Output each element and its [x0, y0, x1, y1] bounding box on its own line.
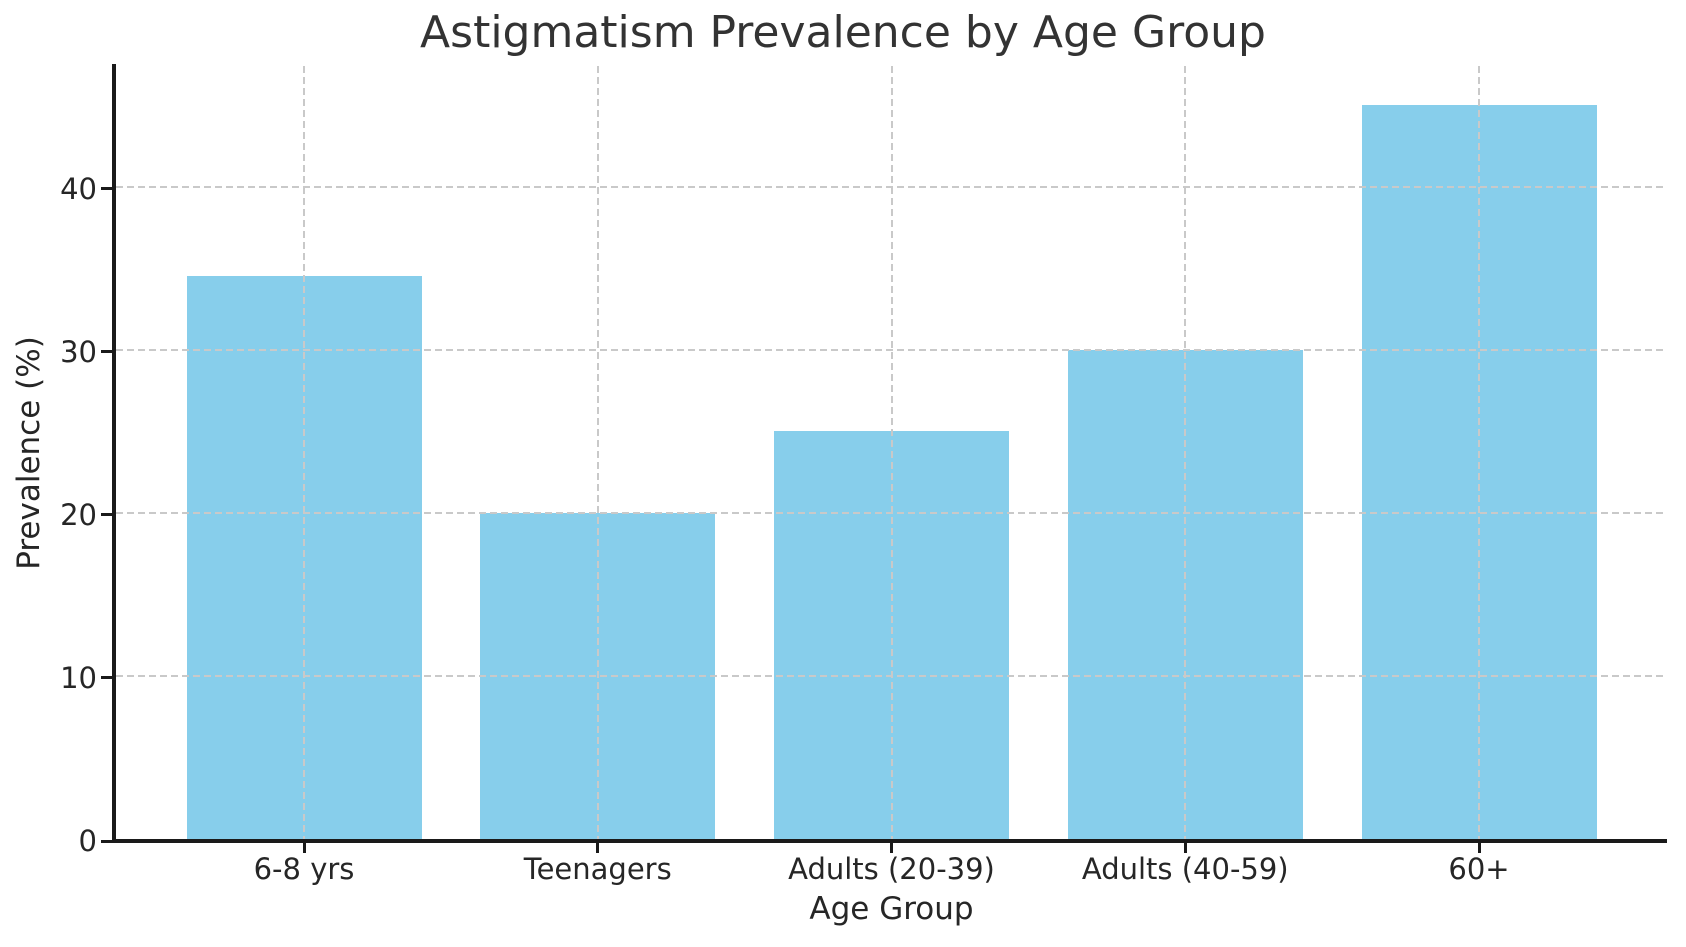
plot-area: [116, 66, 1667, 839]
x-tick-mark-3: [1183, 843, 1187, 853]
y-tick-mark-10: [101, 676, 112, 680]
x-axis-spine: [112, 839, 1667, 843]
x-tick-mark-0: [302, 843, 306, 853]
x-tick-label-4: 60+: [1448, 852, 1510, 886]
x-axis-label: Age Group: [809, 891, 974, 927]
y-axis-label: Prevalence (%): [11, 335, 48, 570]
v-gridline-0: [303, 66, 305, 839]
y-tick-label-0: 0: [78, 824, 97, 858]
x-tick-label-3: Adults (40-59): [1081, 852, 1289, 886]
x-tick-label-0: 6-8 yrs: [253, 852, 355, 886]
x-tick-mark-1: [596, 843, 600, 853]
v-gridline-4: [1478, 66, 1480, 839]
x-tick-mark-2: [890, 843, 893, 853]
x-tick-label-2: Adults (20-39): [788, 852, 995, 886]
y-tick-mark-0: [101, 839, 112, 843]
v-gridline-3: [1184, 66, 1187, 839]
y-tick-label-20: 20: [60, 497, 97, 532]
v-gridline-1: [596, 66, 599, 839]
y-tick-mark-30: [101, 350, 112, 354]
y-tick-mark-20: [101, 513, 112, 517]
y-tick-label-30: 30: [60, 334, 97, 369]
x-tick-mark-4: [1477, 843, 1481, 853]
y-axis-spine: [112, 64, 116, 843]
chart-title: Astigmatism Prevalence by Age Group: [420, 7, 1266, 58]
y-tick-label-40: 40: [60, 171, 97, 206]
v-gridline-2: [890, 66, 893, 839]
y-tick-mark-40: [101, 187, 112, 191]
y-tick-label-10: 10: [60, 660, 97, 695]
x-tick-label-1: Teenagers: [523, 852, 672, 886]
